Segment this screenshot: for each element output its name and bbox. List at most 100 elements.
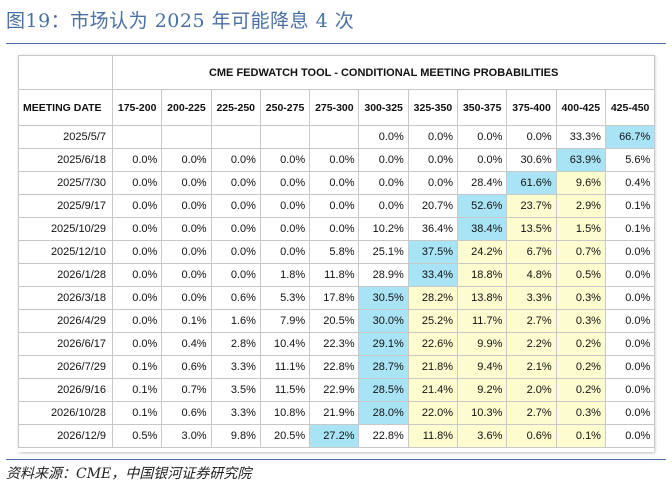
probability-cell: 0.1% — [604, 217, 656, 241]
probability-cell: 22.8% — [309, 355, 360, 379]
probability-cell: 0.3% — [555, 309, 606, 333]
probability-cell: 0.1% — [161, 309, 212, 333]
probability-cell: 2.0% — [506, 378, 557, 402]
probability-cell: 0.6% — [506, 424, 557, 448]
probability-cell: 0.3% — [555, 286, 606, 310]
rate-range-header: 225-250 — [210, 89, 261, 126]
probability-cell: 11.8% — [407, 424, 459, 448]
meeting-date-cell: 2026/10/28 — [18, 401, 113, 425]
probability-cell — [111, 125, 163, 149]
probability-cell: 0.0% — [111, 332, 163, 356]
probability-cell: 20.5% — [309, 309, 360, 333]
probability-cell: 7.9% — [259, 309, 311, 333]
probability-cell: 1.8% — [259, 263, 311, 287]
probability-cell: 2.7% — [506, 309, 557, 333]
probability-cell — [309, 125, 360, 149]
probability-cell: 2.1% — [506, 355, 557, 379]
meeting-date-header: MEETING DATE — [18, 89, 113, 126]
probability-cell: 0.0% — [358, 171, 409, 195]
probability-cell: 10.4% — [259, 332, 311, 356]
probability-cell: 0.0% — [309, 217, 360, 241]
meeting-date-cell: 2026/7/29 — [18, 355, 113, 379]
meeting-date-cell: 2026/9/16 — [18, 378, 113, 402]
probability-cell: 0.0% — [111, 286, 163, 310]
probability-cell: 2.2% — [506, 332, 557, 356]
probability-cell: 0.6% — [210, 286, 261, 310]
table-row: 2025/6/18 0.0% 0.0% 0.0% 0.0% 0.0% 0.0% 0.0% 0.0… — [18, 148, 656, 172]
probability-cell: 3.6% — [457, 424, 508, 448]
meeting-date-cell: 2025/7/30 — [18, 171, 113, 195]
probability-cell: 0.2% — [555, 378, 606, 402]
probability-cell: 0.0% — [161, 171, 212, 195]
probability-cell: 0.4% — [604, 171, 656, 195]
probability-cell: 63.9% — [555, 148, 606, 172]
probability-cell: 0.0% — [161, 240, 212, 264]
probability-cell: 0.0% — [358, 148, 409, 172]
probability-cell — [259, 125, 311, 149]
source-note: 资料来源：CME，中国银河证券研究院 — [6, 466, 252, 482]
probability-cell: 5.6% — [604, 148, 656, 172]
probability-cell: 61.6% — [506, 171, 557, 195]
probability-cell: 3.3% — [210, 355, 261, 379]
probability-cell: 0.4% — [161, 332, 212, 356]
probability-cell: 9.4% — [457, 355, 508, 379]
probability-cell: 52.6% — [457, 194, 508, 218]
table-row: 2026/3/18 0.0% 0.0% 0.6% 5.3% 17.8% 30.5% 28.2%… — [18, 286, 656, 310]
probability-cell: 0.0% — [457, 125, 508, 149]
probability-cell: 0.0% — [210, 217, 261, 241]
probability-cell: 1.6% — [210, 309, 261, 333]
fedwatch-probability-table: CME FEDWATCH TOOL - CONDITIONAL MEETING … — [18, 55, 656, 448]
probability-cell: 30.5% — [358, 286, 409, 310]
probability-cell: 10.2% — [358, 217, 409, 241]
probability-cell: 29.1% — [358, 332, 409, 356]
probability-cell: 0.0% — [210, 263, 261, 287]
table-row: 2026/1/28 0.0% 0.0% 0.0% 1.8% 11.8% 28.9% 33.4%… — [18, 263, 656, 287]
probability-cell: 0.0% — [161, 263, 212, 287]
probability-cell: 0.7% — [555, 240, 606, 264]
probability-cell: 0.5% — [111, 424, 163, 448]
probability-cell: 0.1% — [604, 194, 656, 218]
probability-cell: 24.2% — [457, 240, 508, 264]
rate-range-header: 175-200 — [111, 89, 163, 126]
probability-cell: 1.5% — [555, 217, 606, 241]
probability-cell: 0.0% — [210, 240, 261, 264]
probability-cell: 0.0% — [407, 171, 459, 195]
probability-cell: 0.0% — [604, 240, 656, 264]
table-body: 2025/5/7 0.0% 0.0% 0.0% 0.0% 33.3% 66.7% 2025/6… — [18, 125, 656, 448]
probability-cell: 20.7% — [407, 194, 459, 218]
probability-cell: 28.0% — [358, 401, 409, 425]
probability-cell: 0.3% — [555, 401, 606, 425]
probability-cell: 21.4% — [407, 378, 459, 402]
probability-cell: 9.6% — [555, 171, 606, 195]
probability-cell: 28.9% — [358, 263, 409, 287]
probability-cell: 11.1% — [259, 355, 311, 379]
probability-cell: 66.7% — [604, 125, 656, 149]
probability-cell: 2.7% — [506, 401, 557, 425]
probability-cell: 0.0% — [111, 217, 163, 241]
probability-cell: 13.5% — [506, 217, 557, 241]
meeting-date-cell: 2025/5/7 — [18, 125, 113, 149]
probability-cell: 18.8% — [457, 263, 508, 287]
probability-cell: 22.6% — [407, 332, 459, 356]
probability-cell: 10.3% — [457, 401, 508, 425]
corner-cell — [18, 55, 113, 90]
probability-cell: 0.0% — [111, 194, 163, 218]
probability-cell: 0.0% — [407, 125, 459, 149]
probability-cell: 0.0% — [604, 424, 656, 448]
group-header: CME FEDWATCH TOOL - CONDITIONAL MEETING … — [111, 55, 656, 90]
probability-cell: 0.0% — [161, 286, 212, 310]
rate-range-header: 300-325 — [358, 89, 409, 126]
rate-range-header: 275-300 — [309, 89, 360, 126]
probability-cell: 0.0% — [111, 240, 163, 264]
probability-cell: 11.7% — [457, 309, 508, 333]
probability-cell: 0.0% — [259, 240, 311, 264]
probability-cell: 0.0% — [604, 401, 656, 425]
probability-cell: 37.5% — [407, 240, 459, 264]
probability-cell: 3.3% — [506, 286, 557, 310]
probability-cell: 0.6% — [161, 401, 212, 425]
rate-range-header: 425-450 — [604, 89, 656, 126]
probability-cell: 5.8% — [309, 240, 360, 264]
rate-range-header: 250-275 — [259, 89, 311, 126]
probability-cell: 20.5% — [259, 424, 311, 448]
probability-cell: 0.1% — [111, 401, 163, 425]
